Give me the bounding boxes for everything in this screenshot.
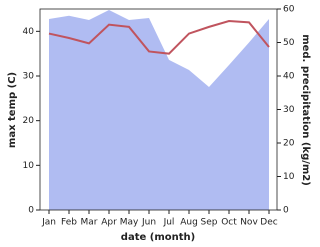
y-tick-label: 40: [23, 27, 35, 37]
y-tick-label: 30: [23, 72, 35, 82]
y2-tick-label: 10: [283, 172, 295, 182]
y2-tick-label: 0: [283, 206, 289, 216]
y2-tick-label: 50: [283, 38, 295, 48]
y2-tick-label: 30: [283, 105, 295, 115]
x-axis-label: date (month): [121, 232, 195, 243]
y-tick-label: 10: [23, 161, 35, 171]
y2-axis-label: med. precipitation (kg/m2): [300, 34, 311, 186]
y2-tick-label: 40: [283, 72, 295, 82]
x-tick-label: Oct: [221, 218, 237, 228]
y-tick-label: 20: [23, 116, 35, 126]
x-tick-label: Jul: [163, 218, 175, 228]
x-tick-label: Dec: [260, 218, 277, 228]
y2-tick-label: 20: [283, 139, 295, 149]
y-axis-label: max temp (C): [7, 72, 18, 148]
x-tick-label: Sep: [201, 218, 218, 228]
x-tick-label: Jun: [141, 218, 156, 228]
y-tick-label: 0: [28, 206, 34, 216]
x-tick-label: Aug: [180, 218, 198, 228]
x-tick-label: Nov: [240, 218, 258, 228]
x-tick-label: Jan: [41, 218, 56, 228]
precipitation-area: [49, 10, 269, 210]
x-tick-label: Feb: [61, 218, 77, 228]
temp-line: [48, 20, 270, 55]
x-tick-label: Mar: [81, 218, 98, 228]
x-tick-label: May: [120, 218, 139, 228]
x-tick-label: Apr: [101, 218, 117, 228]
y2-tick-label: 60: [283, 5, 295, 15]
